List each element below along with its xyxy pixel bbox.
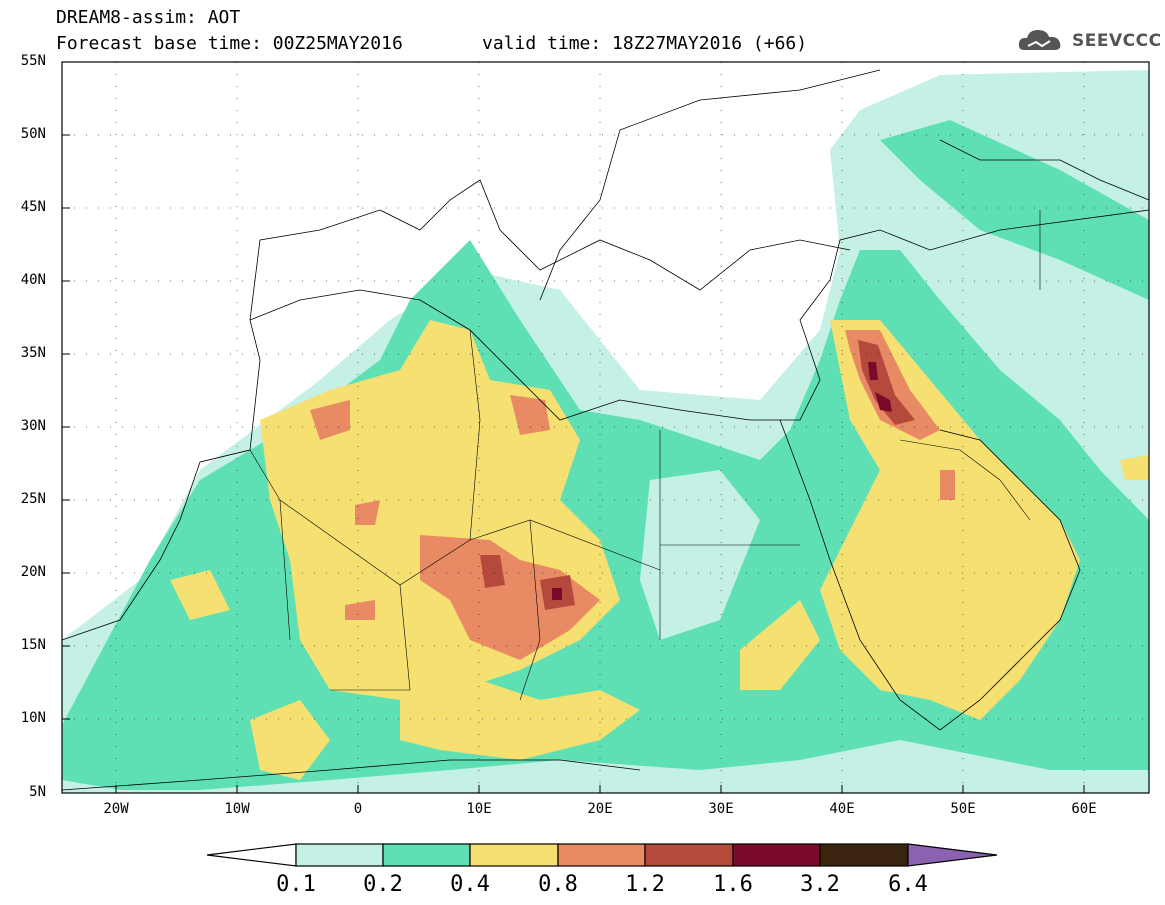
valid-time: valid time: 18Z27MAY2016 (+66)	[482, 33, 808, 54]
colorbar-bin-5	[644, 843, 734, 867]
lat-label-40n: 40N	[20, 272, 46, 288]
logo-text: SEEVCCC	[1072, 31, 1162, 51]
colorbar-label-3-2: 3.2	[800, 872, 840, 897]
colorbar-bin-6	[732, 843, 821, 867]
lat-label-55n: 55N	[20, 53, 46, 69]
colorbar-label-0-1: 0.1	[276, 872, 316, 897]
colorbar-bin-1	[295, 843, 384, 867]
aot-field	[62, 62, 1149, 793]
colorbar-bin-2	[382, 843, 471, 867]
colorbar-label-6-4: 6.4	[888, 872, 928, 897]
lon-label-10e: 10E	[466, 801, 492, 817]
colorbar-bin-3	[469, 843, 559, 867]
lat-label-15n: 15N	[20, 637, 46, 653]
colorbar-under-arrow	[206, 843, 297, 867]
lat-label-30n: 30N	[20, 418, 46, 434]
lon-label-20e: 20E	[587, 801, 613, 817]
lat-label-45n: 45N	[20, 199, 46, 215]
lat-label-35n: 35N	[20, 345, 46, 361]
lon-label-10w: 10W	[224, 801, 250, 817]
country-borders	[199, 210, 1041, 701]
forecast-base-time: Forecast base time: 00Z25MAY2016	[56, 33, 403, 54]
coastlines	[62, 69, 1149, 791]
lon-label-60e: 60E	[1071, 801, 1097, 817]
lon-label-30e: 30E	[708, 801, 734, 817]
lon-label-40e: 40E	[829, 801, 855, 817]
lat-label-50n: 50N	[20, 126, 46, 142]
colorbar-label-0-2: 0.2	[363, 872, 403, 897]
colorbar-label-0-4: 0.4	[450, 872, 490, 897]
cloud-logo-icon	[1018, 30, 1061, 50]
colorbar-bin-7	[819, 843, 909, 867]
axis-ticks	[62, 134, 1085, 793]
colorbar-bin-4	[557, 843, 646, 867]
lon-label-0: 0	[353, 801, 363, 817]
lat-label-5n: 5N	[29, 784, 46, 800]
colorbar-label-1-6: 1.6	[713, 872, 753, 897]
colorbar-label-1-2: 1.2	[625, 872, 665, 897]
lat-label-20n: 20N	[20, 564, 46, 580]
map-title: DREAM8-assim: AOT	[56, 7, 241, 28]
lon-label-50e: 50E	[950, 801, 976, 817]
lat-label-25n: 25N	[20, 491, 46, 507]
seevccc-logo: SEEVCCC	[1016, 24, 1161, 58]
lat-label-10n: 10N	[20, 710, 46, 726]
colorbar-label-0-8: 0.8	[538, 872, 578, 897]
colorbar-over-arrow	[907, 843, 998, 867]
lon-label-20w: 20W	[103, 801, 129, 817]
